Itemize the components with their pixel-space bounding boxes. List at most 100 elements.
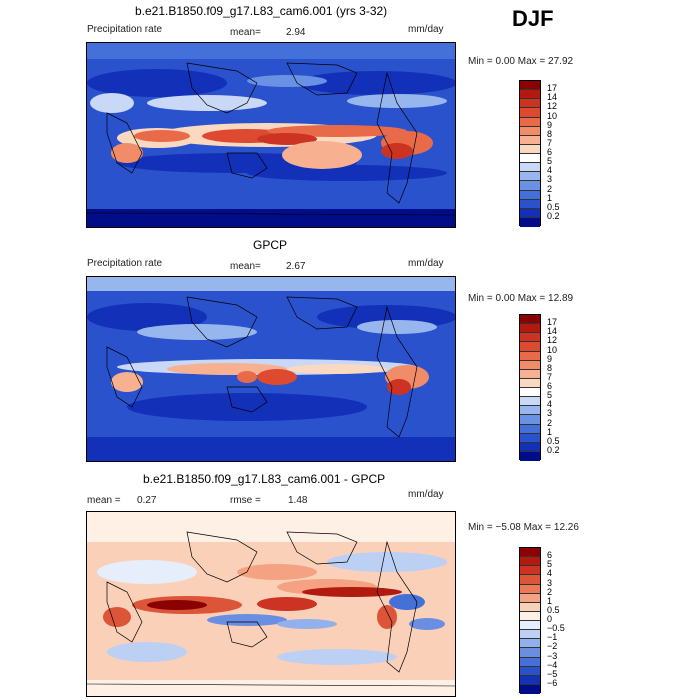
colorbar-tick-label: 5 bbox=[547, 156, 553, 167]
colorbar-swatch bbox=[520, 342, 540, 352]
panel1-title: b.e21.B1850.f09_g17.L83_cam6.001 (yrs 3-… bbox=[135, 4, 388, 18]
colorbar-tick-label: 1 bbox=[547, 192, 553, 203]
panel3-rmse-value: 1.48 bbox=[288, 495, 308, 506]
colorbar-tick-label: 6 bbox=[547, 550, 553, 561]
colorbar-tick-label: 7 bbox=[547, 371, 553, 382]
panel3-units: mm/day bbox=[408, 489, 444, 500]
panel1-units: mm/day bbox=[408, 24, 444, 35]
colorbar-swatch bbox=[520, 602, 540, 612]
colorbar-swatch bbox=[520, 217, 540, 227]
colorbar-swatch bbox=[520, 675, 540, 685]
colorbar-tick-label: 12 bbox=[547, 335, 558, 346]
panel1-map bbox=[86, 42, 456, 228]
colorbar-tick-label: −1 bbox=[547, 632, 558, 643]
panel2-variable-label: Precipitation rate bbox=[87, 258, 163, 269]
colorbar-swatch bbox=[520, 181, 540, 191]
colorbar-tick-label: 8 bbox=[547, 128, 553, 139]
panel1-map-field bbox=[87, 43, 455, 227]
colorbar-swatch bbox=[520, 99, 540, 109]
colorbar-tick-label: −4 bbox=[547, 659, 558, 670]
panel3-colorbar bbox=[519, 547, 541, 694]
colorbar-swatch bbox=[520, 621, 540, 631]
panel3-min-max: Min = −5.08 Max = 12.26 bbox=[468, 522, 579, 533]
colorbar-swatch bbox=[520, 442, 540, 452]
colorbar-swatch bbox=[520, 90, 540, 100]
panel3-map-field bbox=[87, 512, 455, 696]
colorbar-swatch bbox=[520, 369, 540, 379]
colorbar-tick-label: 9 bbox=[547, 119, 553, 130]
colorbar-swatch bbox=[520, 666, 540, 676]
colorbar-tick-label: 5 bbox=[547, 390, 553, 401]
panel2-min-max: Min = 0.00 Max = 12.89 bbox=[468, 293, 574, 304]
colorbar-swatch bbox=[520, 657, 540, 667]
colorbar-tick-label: 17 bbox=[547, 83, 558, 94]
colorbar-tick-label: 2 bbox=[547, 586, 553, 597]
colorbar-tick-label: 4 bbox=[547, 568, 553, 579]
panel2-units: mm/day bbox=[408, 258, 444, 269]
colorbar-tick-label: −2 bbox=[547, 641, 558, 652]
colorbar-tick-label: 3 bbox=[547, 408, 553, 419]
colorbar-tick-label: 2 bbox=[547, 417, 553, 428]
panel2-mean-value: 2.67 bbox=[286, 261, 306, 272]
colorbar-tick-label: 1 bbox=[547, 595, 553, 606]
colorbar-tick-label: 6 bbox=[547, 147, 553, 157]
colorbar-swatch bbox=[520, 126, 540, 136]
colorbar-tick-label: 6 bbox=[547, 381, 553, 391]
colorbar-swatch bbox=[520, 172, 540, 182]
colorbar-tick-label: 14 bbox=[547, 326, 558, 337]
colorbar-tick-label: 7 bbox=[547, 137, 553, 148]
panel1-mean-value: 2.94 bbox=[286, 27, 306, 38]
panel3-mean-label: mean = bbox=[87, 495, 121, 506]
colorbar-swatch bbox=[520, 397, 540, 407]
colorbar-tick-label: 3 bbox=[547, 577, 553, 588]
panel3-rmse-label: rmse = bbox=[230, 495, 261, 506]
colorbar-swatch bbox=[520, 324, 540, 334]
season-label: DJF bbox=[512, 6, 554, 31]
colorbar-swatch bbox=[520, 611, 540, 621]
colorbar-tick-label: −6 bbox=[547, 677, 558, 688]
colorbar-swatch bbox=[520, 639, 540, 649]
panel1-mean-label: mean= bbox=[230, 27, 261, 38]
colorbar-tick-label: 12 bbox=[547, 101, 558, 112]
colorbar-swatch bbox=[520, 208, 540, 218]
colorbar-tick-label: −0.5 bbox=[547, 623, 565, 634]
colorbar-swatch bbox=[520, 108, 540, 118]
colorbar-tick-label: 4 bbox=[547, 399, 553, 410]
colorbar-swatch bbox=[520, 451, 540, 461]
colorbar-swatch bbox=[520, 388, 540, 398]
panel1-colorbar bbox=[519, 80, 541, 227]
colorbar-swatch bbox=[520, 557, 540, 567]
colorbar-swatch bbox=[520, 593, 540, 603]
panel3-title: b.e21.B1850.f09_g17.L83_cam6.001 - GPCP bbox=[143, 472, 386, 486]
colorbar-swatch bbox=[520, 584, 540, 594]
colorbar-tick-label: 10 bbox=[547, 110, 558, 121]
colorbar-swatch bbox=[520, 415, 540, 425]
colorbar-swatch bbox=[520, 117, 540, 127]
panel2-title: GPCP bbox=[253, 238, 288, 252]
panel2-map bbox=[86, 276, 456, 462]
colorbar-swatch bbox=[520, 406, 540, 416]
panel1-variable-label: Precipitation rate bbox=[87, 24, 163, 35]
panel1-min-max: Min = 0.00 Max = 27.92 bbox=[468, 56, 574, 67]
colorbar-swatch bbox=[520, 566, 540, 576]
colorbar-tick-label: 17 bbox=[547, 317, 558, 328]
colorbar-tick-label: 4 bbox=[547, 165, 553, 176]
colorbar-swatch bbox=[520, 684, 540, 694]
panel2-colorbar bbox=[519, 314, 541, 461]
panel3-mean-value: 0.27 bbox=[137, 495, 157, 506]
colorbar-swatch bbox=[520, 548, 540, 558]
colorbar-swatch bbox=[520, 199, 540, 209]
colorbar-swatch bbox=[520, 575, 540, 585]
colorbar-tick-label: 0.2 bbox=[547, 444, 560, 455]
colorbar-tick-label: 2 bbox=[547, 183, 553, 194]
colorbar-swatch bbox=[520, 81, 540, 91]
colorbar-tick-label: 10 bbox=[547, 344, 558, 355]
colorbar-tick-label: 8 bbox=[547, 362, 553, 373]
colorbar-swatch bbox=[520, 424, 540, 434]
colorbar-tick-label: 3 bbox=[547, 174, 553, 185]
colorbar-tick-label: −3 bbox=[547, 650, 558, 661]
panel3-map bbox=[86, 511, 456, 697]
colorbar-swatch bbox=[520, 351, 540, 361]
colorbar-tick-label: 0.5 bbox=[547, 604, 560, 615]
colorbar-tick-label: 14 bbox=[547, 92, 558, 103]
